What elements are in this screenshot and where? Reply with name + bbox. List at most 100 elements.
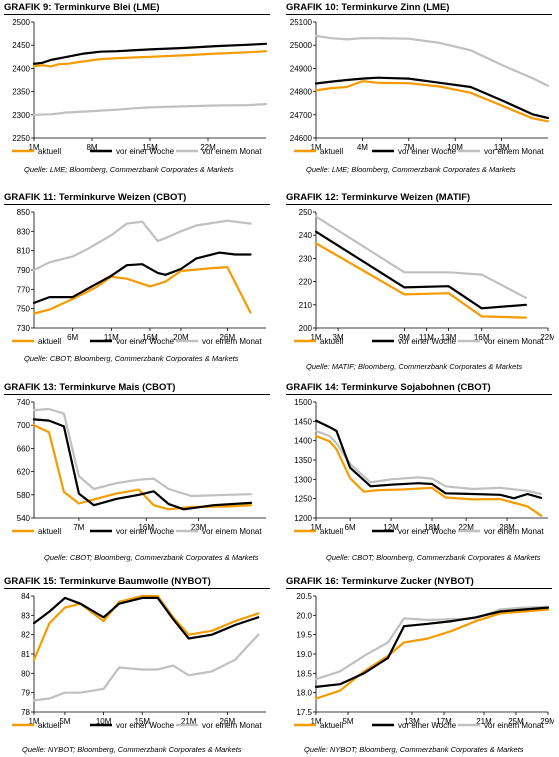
y-tick-label: 79 xyxy=(21,689,30,698)
axes: 540 580 620 660 700 740 7M 16M 23M xyxy=(17,398,266,532)
series-line-monat xyxy=(32,407,253,498)
x-tick-label: 11M xyxy=(419,333,434,342)
y-tick-label: 84 xyxy=(21,592,30,601)
y-tick-label: 1200 xyxy=(294,514,312,523)
series-line-monat xyxy=(314,34,550,87)
chart-source: Quelle: LME; Bloomberg, Commerzbank Corp… xyxy=(306,165,516,174)
legend-label-woche: vor einer Woche xyxy=(116,147,175,156)
y-tick-label: 850 xyxy=(17,208,31,217)
chart-panel-g11: GRAFIK 11: Terminkurve Weizen (CBOT) 730… xyxy=(4,192,272,372)
y-tick-label: 770 xyxy=(17,285,31,294)
title-rule xyxy=(286,14,552,15)
legend-label-aktuell: aktuell xyxy=(320,337,343,346)
chart-title: GRAFIK 16: Terminkurve Zucker (NYBOT) xyxy=(286,576,474,587)
y-tick-label: 2300 xyxy=(12,111,30,120)
y-tick-label: 2400 xyxy=(12,64,30,73)
legend-label-aktuell: aktuell xyxy=(38,527,61,536)
y-tick-label: 200 xyxy=(299,324,313,333)
x-tick-label: 10M xyxy=(447,143,463,152)
x-tick-label: 16M xyxy=(142,333,158,342)
y-tick-label: 1500 xyxy=(294,398,312,407)
x-tick-label: 1M xyxy=(28,143,39,152)
x-tick-label: 1M xyxy=(310,333,321,342)
y-tick-label: 660 xyxy=(17,444,31,453)
x-tick-label: 1M xyxy=(310,523,321,532)
legend: aktuell vor einer Woche vor einem Monat xyxy=(294,337,544,346)
chart-source: Quelle: NYBOT; Bloomberg, Commerzbank Co… xyxy=(304,745,524,754)
series-line-aktuell xyxy=(314,80,550,123)
y-tick-label: 19.5 xyxy=(296,631,312,640)
y-tick-label: 2350 xyxy=(12,88,30,97)
legend-label-woche: vor einer Woche xyxy=(398,337,457,346)
y-tick-label: 81 xyxy=(21,650,30,659)
y-tick-label: 24800 xyxy=(290,88,313,97)
legend-label-woche: vor einer Woche xyxy=(398,527,457,536)
y-tick-label: 78 xyxy=(21,708,30,717)
axes: 730 750 770 790 810 830 850 6M 11M 16M 20M 26M xyxy=(17,208,266,342)
chart-panel-g16: GRAFIK 16: Terminkurve Zucker (NYBOT) 17… xyxy=(286,576,554,756)
y-tick-label: 1350 xyxy=(294,456,312,465)
series-line-woche xyxy=(32,42,268,65)
x-tick-label: 6M xyxy=(345,523,356,532)
y-tick-label: 810 xyxy=(17,247,31,256)
x-tick-label: 5M xyxy=(342,717,353,726)
legend-label-monat: vor einem Monat xyxy=(202,147,262,156)
legend: aktuell vor einer Woche vor einem Monat xyxy=(12,721,262,730)
x-tick-label: 13M xyxy=(494,143,510,152)
legend: aktuell vor einer Woche vor einem Monat xyxy=(294,147,544,156)
series-line-aktuell xyxy=(32,266,252,315)
x-tick-label: 13M xyxy=(441,333,457,342)
y-tick-label: 210 xyxy=(299,301,313,310)
legend-label-monat: vor einem Monat xyxy=(484,337,544,346)
y-tick-label: 620 xyxy=(17,468,31,477)
legend-label-woche: vor einer Woche xyxy=(398,721,457,730)
x-tick-label: 11M xyxy=(104,333,119,342)
chart-source: Quelle: CBOT; Bloomberg, Commerzbank Cor… xyxy=(44,553,259,562)
chart-title: GRAFIK 13: Terminkurve Mais (CBOT) xyxy=(4,382,176,393)
x-tick-label: 10M xyxy=(96,717,112,726)
series-line-monat xyxy=(314,215,527,299)
x-tick-label: 18M xyxy=(424,523,440,532)
axes: 24600 24700 24800 24900 25000 25100 1M 4M 7M 10M 1… xyxy=(290,18,548,152)
y-tick-label: 730 xyxy=(17,324,31,333)
series-line-aktuell xyxy=(314,434,543,517)
series-line-woche xyxy=(32,418,253,511)
legend-label-aktuell: aktuell xyxy=(38,721,61,730)
y-tick-label: 24700 xyxy=(290,111,313,120)
y-tick-label: 740 xyxy=(17,398,31,407)
axes: 200 210 220 230 240 250 1M 3M 9M 11M 13M 16M 22M xyxy=(299,208,554,342)
y-tick-label: 80 xyxy=(21,669,30,678)
y-tick-label: 24600 xyxy=(290,134,313,143)
chart-source: Quelle: NYBOT; Bloomberg, Commerzbank Co… xyxy=(22,745,242,754)
chart-title: GRAFIK 14: Terminkurve Sojabohnen (CBOT) xyxy=(286,382,491,393)
series-line-woche xyxy=(314,419,543,500)
x-tick-label: 1M xyxy=(28,717,39,726)
y-tick-label: 250 xyxy=(299,208,313,217)
x-tick-label: 12M xyxy=(383,523,399,532)
x-tick-label: 29M xyxy=(540,717,554,726)
chart-panel-g13: GRAFIK 13: Terminkurve Mais (CBOT) 540 58… xyxy=(4,382,272,567)
title-rule xyxy=(4,204,270,205)
legend-label-woche: vor einer Woche xyxy=(398,147,457,156)
x-tick-label: 7M xyxy=(73,523,84,532)
x-tick-label: 21M xyxy=(476,717,492,726)
x-tick-label: 26M xyxy=(220,717,236,726)
title-rule xyxy=(286,394,552,395)
chart-source: Quelle: MATIF; Bloomberg, Commerzbank Co… xyxy=(306,362,523,371)
y-tick-label: 700 xyxy=(17,421,31,430)
chart-panel-g10: GRAFIK 10: Terminkurve Zinn (LME) 24600 2… xyxy=(286,2,554,182)
legend-label-monat: vor einem Monat xyxy=(484,147,544,156)
x-tick-label: 13M xyxy=(404,717,420,726)
y-tick-label: 830 xyxy=(17,227,31,236)
axes: 17.5 18.0 18.5 19.0 19.5 20.0 20.5 1M 5M 13M 17M 21… xyxy=(296,592,554,726)
y-tick-label: 25000 xyxy=(290,41,313,50)
series-line-woche xyxy=(32,251,252,304)
y-tick-label: 17.5 xyxy=(296,708,312,717)
chart-svg: 78 79 80 81 82 83 84 1M 5M 10M 15M 21M 26M aktuell vor… xyxy=(12,592,266,730)
x-tick-label: 1M xyxy=(310,143,321,152)
chart-svg: 17.5 18.0 18.5 19.0 19.5 20.0 20.5 1M 5M 13M 17M 21… xyxy=(294,592,554,730)
title-rule xyxy=(4,14,270,15)
series-line-woche xyxy=(314,230,527,310)
